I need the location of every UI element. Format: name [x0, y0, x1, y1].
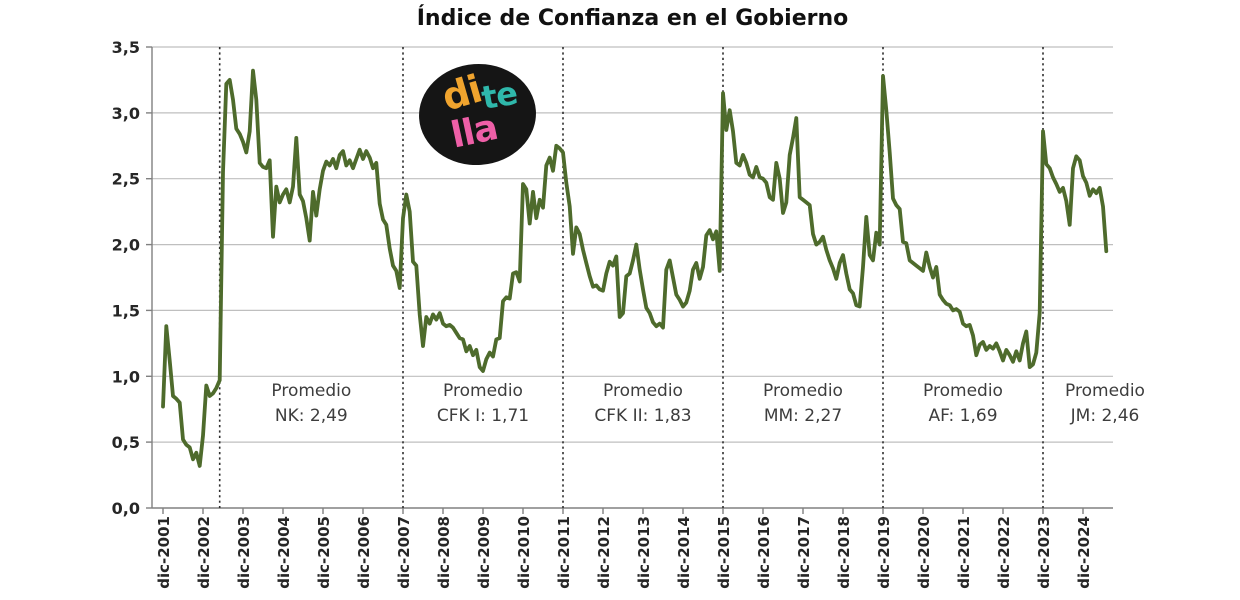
y-tick-label: 1,5: [112, 301, 140, 320]
x-tick-label: dic-2018: [835, 516, 853, 589]
period-annotation-af: Promedio AF: 1,69: [868, 379, 1058, 429]
period-annotation-cfki: Promedio CFK I: 1,71: [388, 379, 578, 429]
logo-letter-lla: lla: [447, 106, 501, 157]
period-annotation-title: Promedio: [443, 381, 523, 401]
x-tick-label: dic-2019: [875, 516, 893, 589]
x-tick-label: dic-2017: [795, 516, 813, 589]
x-tick-label: dic-2021: [955, 516, 973, 589]
y-tick-label: 2,5: [112, 170, 140, 189]
period-annotation-value: CFK II: 1,83: [594, 406, 692, 426]
x-tick-label: dic-2004: [275, 516, 293, 589]
y-tick-label: 1,0: [112, 367, 140, 386]
period-annotation-jm: Promedio JM: 2,46: [1010, 379, 1200, 429]
icg-line: [161, 68, 1109, 468]
x-tick-label: dic-2002: [195, 516, 213, 589]
y-tick-label: 3,5: [112, 38, 140, 57]
x-tick-label: dic-2003: [235, 516, 253, 589]
x-tick-label: dic-2012: [595, 516, 613, 589]
x-tick-label: dic-2023: [1035, 516, 1053, 589]
x-tick-label: dic-2016: [755, 516, 773, 589]
period-annotation-value: MM: 2,27: [763, 406, 843, 426]
x-tick-label: dic-2006: [355, 516, 373, 589]
period-annotation-title: Promedio: [923, 381, 1003, 401]
period-annotation-cfkii: Promedio CFK II: 1,83: [548, 379, 738, 429]
x-tick-label: dic-2007: [395, 516, 413, 589]
period-annotation-title: Promedio: [763, 381, 843, 401]
period-annotation-value: JM: 2,46: [1070, 406, 1140, 426]
x-tick-label: dic-2015: [715, 516, 733, 589]
y-tick-label: 0,5: [112, 433, 140, 452]
x-tick-label: dic-2005: [315, 516, 333, 589]
x-tick-label: dic-2010: [515, 516, 533, 589]
x-tick-label: dic-2001: [155, 516, 173, 589]
x-tick-label: dic-2014: [675, 516, 693, 589]
y-tick-label: 2,0: [112, 236, 140, 255]
x-tick-label: dic-2011: [555, 516, 573, 589]
period-annotation-title: Promedio: [1065, 381, 1145, 401]
period-annotation-value: CFK I: 1,71: [436, 406, 530, 426]
y-tick-label: 3,0: [112, 104, 140, 123]
x-tick-label: dic-2020: [915, 516, 933, 589]
x-tick-label: dic-2013: [635, 516, 653, 589]
period-annotation-value: AF: 1,69: [928, 406, 998, 426]
period-annotation-title: Promedio: [271, 381, 352, 401]
period-annotation-mm: Promedio MM: 2,27: [708, 379, 898, 429]
period-annotation-nk: Promedio NK: 2,49: [216, 379, 406, 429]
x-tick-label: dic-2009: [475, 516, 493, 589]
period-annotation-value: NK: 2,49: [274, 406, 348, 426]
y-tick-label: 0,0: [112, 499, 140, 518]
period-annotation-title: Promedio: [603, 381, 683, 401]
x-tick-label: dic-2022: [995, 516, 1013, 589]
x-tick-label: dic-2024: [1075, 516, 1093, 589]
x-tick-label: dic-2008: [435, 516, 453, 589]
chart-title: Índice de Confianza en el Gobierno: [416, 6, 849, 31]
